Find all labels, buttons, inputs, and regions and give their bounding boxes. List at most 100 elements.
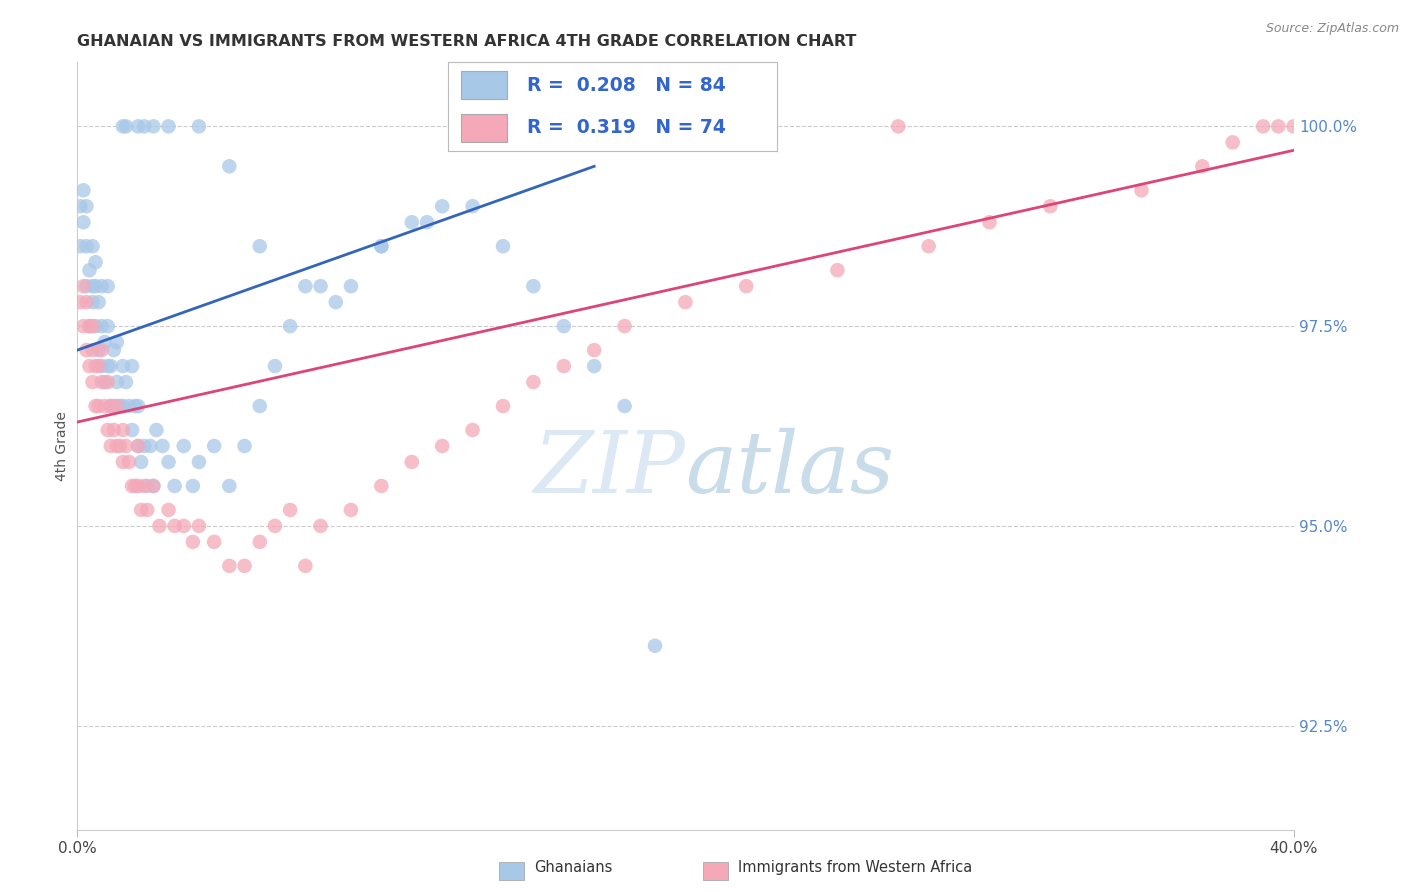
Point [142, 479, 165, 493]
Point [139, 439, 162, 453]
Point [188, 519, 211, 533]
Point [90, 359, 112, 373]
Point [82, 319, 104, 334]
Text: Ghanaians: Ghanaians [534, 861, 613, 875]
Point [294, 279, 316, 293]
Point [87, 399, 110, 413]
Point [1130, 183, 1153, 197]
Point [142, 120, 165, 134]
Point [82, 375, 104, 389]
Point [173, 519, 195, 533]
Text: ZIP: ZIP [533, 427, 686, 510]
Point [103, 343, 125, 357]
Point [103, 423, 125, 437]
Point [79, 263, 101, 277]
Point [121, 359, 143, 373]
Point [181, 479, 204, 493]
Point [188, 455, 211, 469]
Point [370, 239, 392, 253]
Point [202, 535, 225, 549]
Point [90, 375, 112, 389]
Point [79, 319, 101, 334]
Point [103, 399, 125, 413]
Point [157, 120, 180, 134]
Point [105, 375, 128, 389]
Point [613, 399, 636, 413]
Point [461, 199, 484, 213]
Point [148, 519, 170, 533]
Point [613, 319, 636, 334]
Point [264, 519, 287, 533]
Point [522, 279, 544, 293]
Point [309, 279, 332, 293]
Point [1191, 159, 1213, 173]
Point [127, 439, 149, 453]
Point [157, 455, 180, 469]
Point [97, 423, 120, 437]
Y-axis label: 4th Grade: 4th Grade [55, 411, 69, 481]
Text: GHANAIAN VS IMMIGRANTS FROM WESTERN AFRICA 4TH GRADE CORRELATION CHART: GHANAIAN VS IMMIGRANTS FROM WESTERN AFRI… [77, 34, 856, 49]
Point [218, 159, 240, 173]
Point [87, 343, 110, 357]
Point [79, 359, 101, 373]
Point [430, 439, 453, 453]
Point [887, 120, 910, 134]
Point [461, 423, 484, 437]
Point [401, 455, 423, 469]
Point [134, 439, 156, 453]
Text: Source: ZipAtlas.com: Source: ZipAtlas.com [1265, 22, 1399, 36]
Point [100, 359, 122, 373]
Text: atlas: atlas [686, 427, 894, 510]
Point [75, 343, 97, 357]
Point [84, 255, 107, 269]
Point [142, 479, 165, 493]
Point [1267, 120, 1289, 134]
Point [124, 479, 146, 493]
Point [82, 239, 104, 253]
Point [1282, 120, 1305, 134]
Point [97, 359, 120, 373]
Point [127, 479, 149, 493]
Point [644, 639, 666, 653]
Point [127, 120, 149, 134]
Point [69, 199, 91, 213]
Point [136, 479, 159, 493]
Point [82, 279, 104, 293]
Point [72, 183, 94, 197]
Point [249, 239, 271, 253]
Point [118, 455, 141, 469]
Point [90, 319, 112, 334]
Point [340, 279, 363, 293]
Point [115, 375, 138, 389]
Point [69, 295, 91, 310]
Point [90, 343, 112, 357]
Point [401, 215, 423, 229]
Point [294, 558, 316, 573]
Point [75, 279, 97, 293]
Point [249, 399, 271, 413]
Point [416, 215, 439, 229]
Point [79, 319, 101, 334]
Point [111, 423, 134, 437]
Point [735, 279, 758, 293]
Point [75, 239, 97, 253]
Point [827, 263, 849, 277]
Point [105, 439, 128, 453]
Point [129, 455, 152, 469]
Point [69, 239, 91, 253]
Point [918, 239, 941, 253]
Point [278, 319, 301, 334]
Point [188, 120, 211, 134]
Point [100, 399, 122, 413]
Point [97, 319, 120, 334]
Point [218, 479, 240, 493]
Point [111, 399, 134, 413]
Point [157, 503, 180, 517]
Point [108, 439, 131, 453]
Point [325, 295, 347, 310]
Point [233, 558, 256, 573]
Point [1039, 199, 1062, 213]
Point [72, 279, 94, 293]
Point [105, 399, 128, 413]
Point [75, 295, 97, 310]
